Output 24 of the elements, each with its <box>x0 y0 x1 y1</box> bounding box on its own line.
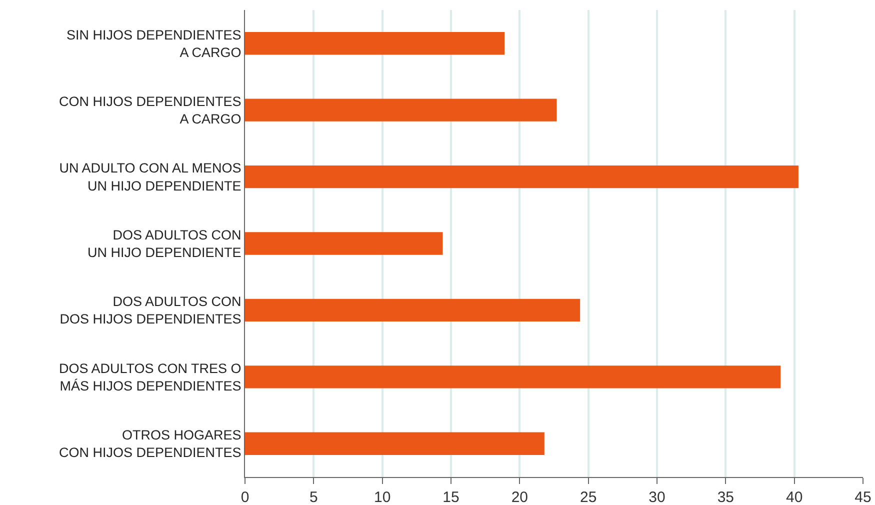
x-tick-label: 15 <box>442 489 460 505</box>
x-tick-label: 40 <box>786 489 803 505</box>
y-tick-label: SIN HIJOS DEPENDIENTES A CARGO <box>66 27 242 60</box>
y-tick-label: OTROS HOGARES CON HIJOS DEPENDIENTES <box>59 428 242 460</box>
x-tick-label: 30 <box>648 489 666 505</box>
x-tick-label: 5 <box>310 489 318 505</box>
bar <box>245 32 505 55</box>
y-tick-label: DOS ADULTOS CON DOS HIJOS DEPENDIENTES <box>60 294 242 327</box>
bar <box>245 432 544 455</box>
x-tick-label: 0 <box>240 489 250 505</box>
bar <box>245 165 798 188</box>
y-tick-label: DOS ADULTOS CON UN HIJO DEPENDIENTE <box>88 227 242 260</box>
x-tick-label: 45 <box>854 489 872 505</box>
bar <box>245 98 557 122</box>
x-tick-label: 20 <box>511 489 528 505</box>
bar <box>245 366 781 388</box>
y-tick-label: UN ADULTO CON AL MENOS UN HIJO DEPENDIENTE <box>59 160 242 194</box>
bar <box>245 232 443 255</box>
x-tick-label: 25 <box>580 489 597 505</box>
x-tick-label: 10 <box>374 489 391 505</box>
y-tick-label: DOS ADULTOS CON TRES O MÁS HIJOS DEPENDIENTES <box>59 360 242 394</box>
y-tick-label: CON HIJOS DEPENDIENTES A CARGO <box>59 94 242 127</box>
x-tick-label: 35 <box>717 489 734 505</box>
bar <box>245 298 580 322</box>
